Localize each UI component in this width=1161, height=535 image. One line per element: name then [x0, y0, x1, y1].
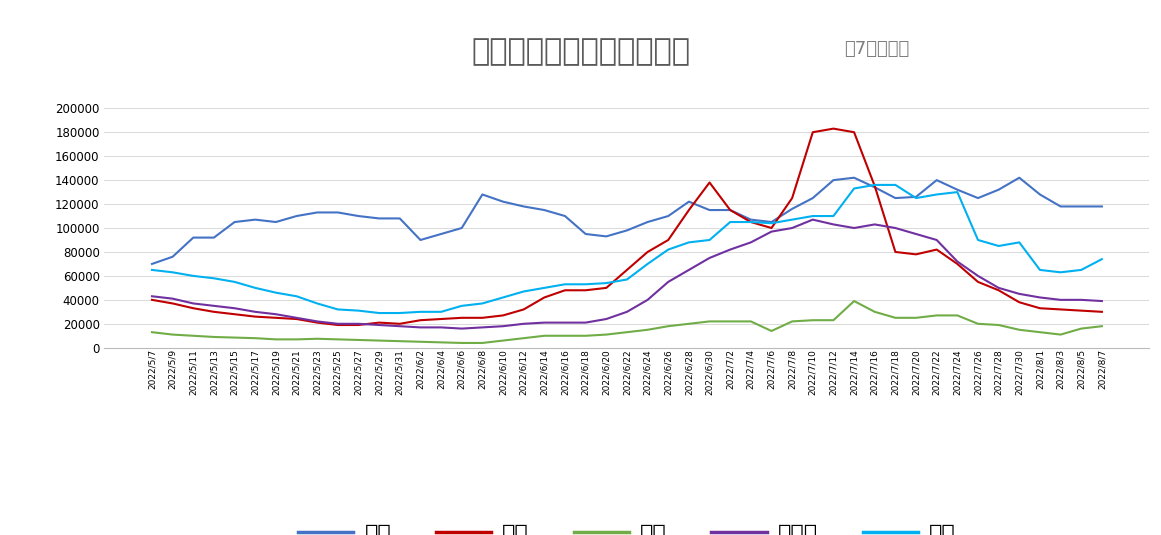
- Text: 欧美国家单日新增病例数量: 欧美国家单日新增病例数量: [471, 37, 690, 66]
- Text: （7日均线）: （7日均线）: [844, 40, 909, 58]
- Legend: 美国, 法国, 英国, 意大利, 德国: 美国, 法国, 英国, 意大利, 德国: [289, 515, 965, 535]
